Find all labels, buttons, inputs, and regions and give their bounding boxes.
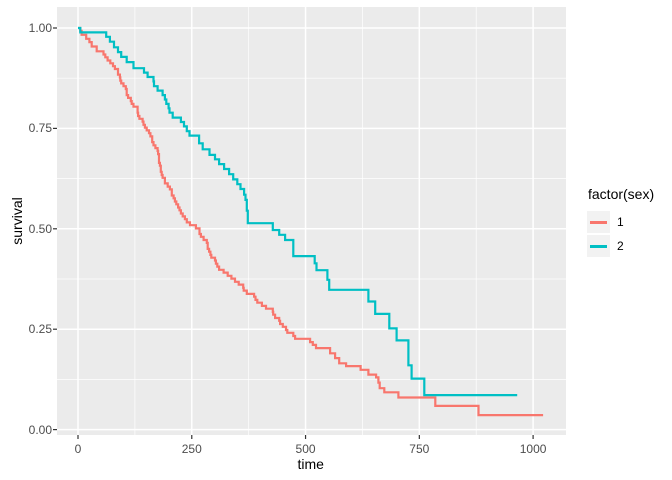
x-axis-title: time — [297, 456, 324, 472]
legend-label-sex2: 2 — [617, 239, 624, 253]
legend-key-sex1 — [587, 211, 610, 233]
y-tick-label-0.00: 0.00 — [28, 422, 52, 437]
y-tick-label-1.00: 1.00 — [28, 21, 52, 35]
legend-label-sex1: 1 — [617, 215, 624, 229]
legend-line-sample-sex2 — [590, 244, 607, 248]
legend-key-sex2 — [587, 235, 610, 257]
y-axis-title: survival — [9, 197, 25, 245]
legend-line-sample-sex1 — [590, 220, 607, 224]
y-tick-label-0.75: 0.75 — [28, 121, 52, 136]
x-tick-label-0: 0 — [74, 442, 82, 456]
survival-curve-sex2 — [78, 26, 518, 397]
y-tick-label-0.50: 0.50 — [28, 221, 52, 236]
x-tick-label-500: 500 — [295, 442, 316, 456]
legend-title: factor(sex) — [588, 186, 655, 202]
x-tick-label-250: 250 — [181, 442, 202, 456]
x-tick-label-1000: 1000 — [519, 442, 547, 456]
survival-curve-sex1 — [78, 26, 544, 417]
y-tick-label-0.25: 0.25 — [28, 322, 52, 337]
x-tick-label-750: 750 — [409, 442, 430, 456]
